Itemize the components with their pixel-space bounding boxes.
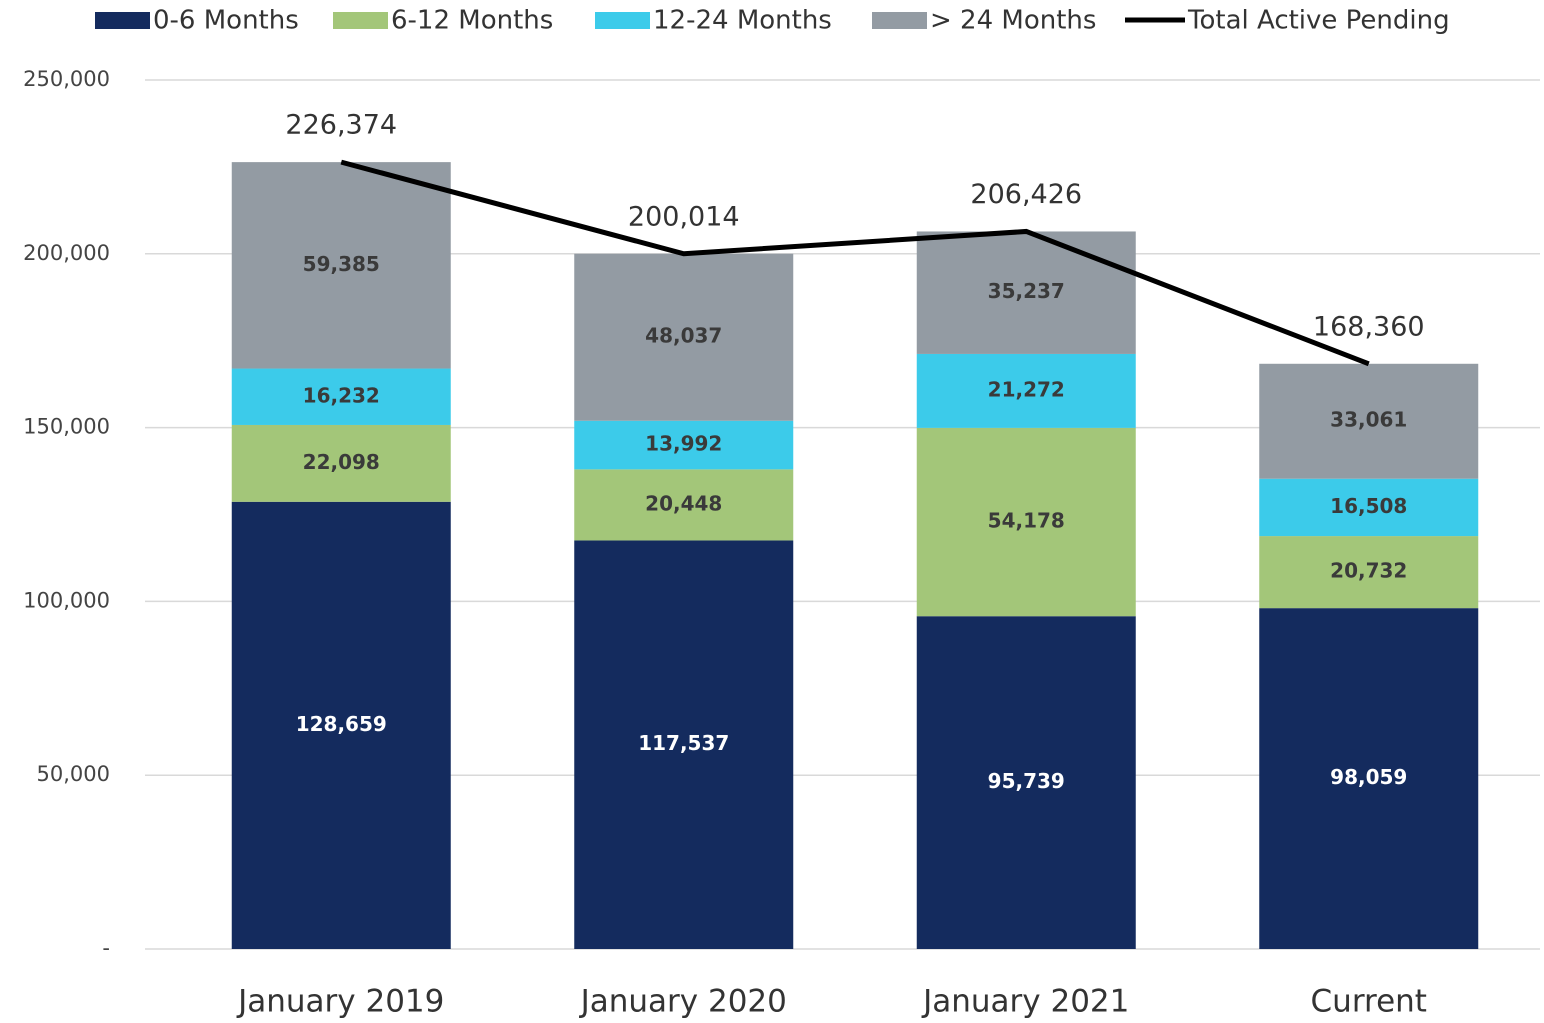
legend-swatch [872, 12, 927, 29]
data-label: 20,732 [1330, 559, 1407, 583]
bar-segment [231, 368, 451, 425]
bar-segment [1259, 536, 1479, 609]
bar-segment [1259, 363, 1479, 479]
bar-segment [916, 353, 1136, 428]
data-label: 13,992 [645, 432, 722, 456]
line-label: 200,014 [628, 201, 740, 232]
data-label: 117,537 [638, 731, 729, 755]
x-tick-label: January 2020 [579, 984, 787, 1020]
bar-segment [916, 427, 1136, 617]
data-label: 48,037 [645, 324, 722, 348]
line-label: 206,426 [970, 179, 1082, 210]
data-label: 22,098 [303, 450, 380, 474]
legend-label: Total Active Pending [1187, 6, 1450, 36]
legend-label: > 24 Months [930, 6, 1096, 36]
y-tick-label: 150,000 [23, 415, 110, 439]
x-tick-label: January 2021 [921, 984, 1129, 1020]
data-label: 95,739 [988, 769, 1065, 793]
bar-segment [916, 231, 1136, 354]
y-tick-label: 50,000 [37, 762, 110, 786]
data-label: 35,237 [988, 279, 1065, 303]
legend-label: 0-6 Months [153, 6, 299, 36]
y-tick-label: 200,000 [23, 241, 110, 265]
bar-segment [231, 424, 451, 502]
x-tick-label: Current [1311, 984, 1427, 1020]
bar-segment [574, 469, 794, 541]
y-tick-label: - [102, 936, 110, 960]
bar-segment [231, 501, 451, 949]
total-line [340, 159, 1370, 367]
bar-segment [916, 616, 1136, 949]
data-label: 16,232 [303, 383, 380, 407]
legend-label: 12-24 Months [653, 6, 832, 36]
legend-label: 6-12 Months [391, 6, 553, 36]
data-label: 98,059 [1330, 765, 1407, 789]
bar-segment [231, 162, 451, 369]
legend-swatch [595, 12, 650, 29]
data-label: 20,448 [645, 491, 722, 515]
line-label: 226,374 [285, 110, 397, 141]
data-label: 21,272 [988, 377, 1065, 401]
data-label: 54,178 [988, 509, 1065, 533]
y-tick-label: 250,000 [23, 67, 110, 91]
legend-swatch [95, 12, 150, 29]
bar-segment [574, 420, 794, 470]
x-tick-label: January 2019 [236, 984, 444, 1020]
y-tick-label: 100,000 [23, 588, 110, 612]
bar-segment [1259, 478, 1479, 537]
line-label: 168,360 [1313, 311, 1425, 342]
data-label: 16,508 [1330, 494, 1407, 518]
bar-segment [1259, 608, 1479, 949]
legend-swatch [333, 12, 388, 29]
data-label: 59,385 [303, 252, 380, 276]
bar-segment [574, 540, 794, 949]
data-label: 128,659 [296, 712, 387, 736]
data-label: 33,061 [1330, 408, 1407, 432]
bar-segment [574, 253, 794, 421]
